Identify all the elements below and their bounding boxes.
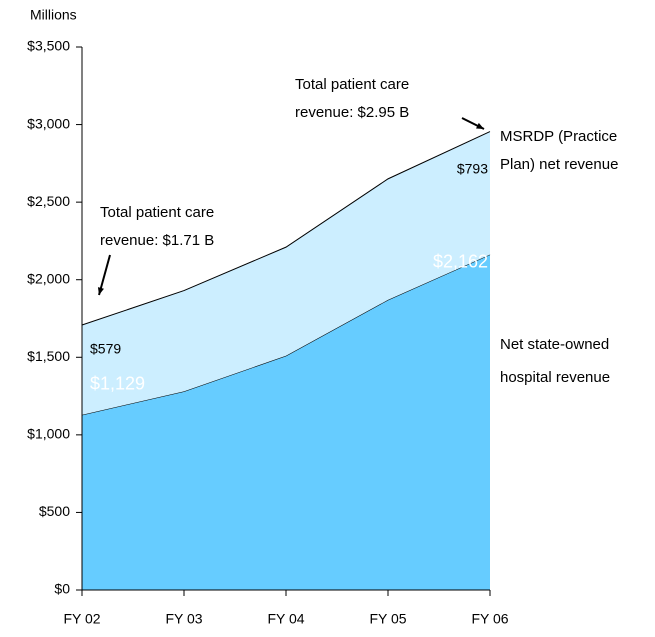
legend-label: Plan) net revenue bbox=[500, 156, 618, 173]
y-axis-title: Millions bbox=[30, 7, 77, 23]
legend-label: MSRDP (Practice bbox=[500, 128, 617, 145]
legend-label: Net state-owned bbox=[500, 336, 609, 353]
y-tick-label: $2,500 bbox=[27, 193, 70, 209]
data-label: $793 bbox=[457, 160, 488, 176]
x-tick-label: FY 06 bbox=[471, 611, 508, 627]
y-tick-label: $3,500 bbox=[27, 38, 70, 54]
data-label: $1,129 bbox=[90, 374, 145, 394]
x-tick-label: FY 02 bbox=[63, 611, 100, 627]
annotation: revenue: $2.95 B bbox=[295, 104, 409, 121]
arrow-head bbox=[97, 287, 104, 295]
arrow-head bbox=[476, 122, 484, 129]
annotation: Total patient care bbox=[100, 204, 214, 221]
data-label: $2,162 bbox=[433, 251, 488, 271]
y-tick-label: $2,000 bbox=[27, 270, 70, 286]
area bbox=[82, 131, 490, 415]
y-tick-label: $3,000 bbox=[27, 115, 70, 131]
area-edge bbox=[81, 131, 491, 326]
annotation: revenue: $1.71 B bbox=[100, 232, 214, 249]
y-tick-label: $0 bbox=[54, 581, 70, 597]
x-tick-label: FY 05 bbox=[369, 611, 406, 627]
y-tick-label: $1,500 bbox=[27, 348, 70, 364]
annotation: Total patient care bbox=[295, 76, 409, 93]
x-tick-label: FY 03 bbox=[165, 611, 202, 627]
data-label: $579 bbox=[90, 341, 121, 357]
area bbox=[82, 254, 490, 590]
legend-label: hospital revenue bbox=[500, 369, 610, 386]
x-tick-label: FY 04 bbox=[267, 611, 304, 627]
y-tick-label: $500 bbox=[39, 503, 70, 519]
y-tick-label: $1,000 bbox=[27, 426, 70, 442]
